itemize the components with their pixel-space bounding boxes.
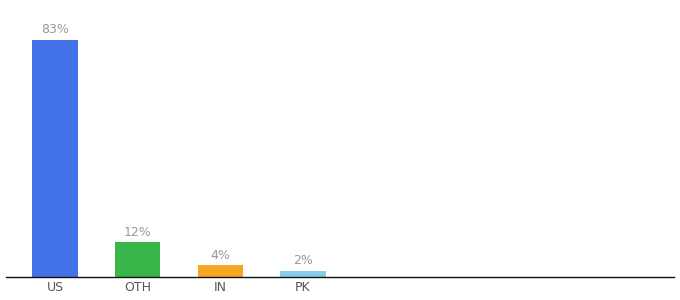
Text: 83%: 83% [41, 23, 69, 36]
Text: 2%: 2% [293, 254, 313, 268]
Bar [198, 265, 243, 277]
Bar [33, 40, 78, 277]
Text: 12%: 12% [124, 226, 152, 239]
Text: 4%: 4% [210, 249, 231, 262]
Bar [280, 271, 326, 277]
Bar [115, 242, 160, 277]
